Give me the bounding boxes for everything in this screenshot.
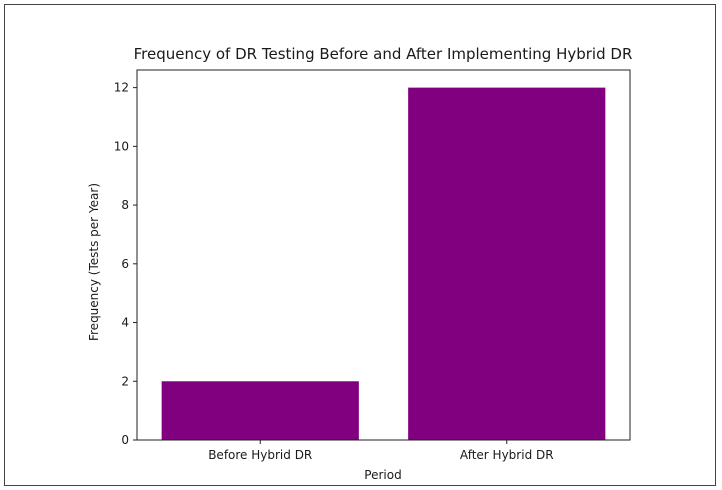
plot-area	[136, 69, 631, 441]
y-tick-label: 6	[121, 257, 129, 271]
y-tick-label: 0	[121, 433, 129, 447]
bar-after-hybrid-dr	[408, 87, 606, 440]
x-tick-label: After Hybrid DR	[460, 448, 554, 462]
x-axis-ticks: Before Hybrid DR After Hybrid DR	[208, 440, 554, 462]
y-axis-label: Frequency (Tests per Year)	[87, 183, 101, 341]
x-tick-label: Before Hybrid DR	[208, 448, 312, 462]
y-tick-label: 4	[121, 316, 129, 330]
y-axis-ticks: 0 2 4 6 8 10 12	[114, 81, 137, 447]
figure-frame	[4, 4, 716, 486]
y-tick-label: 2	[121, 374, 129, 388]
y-tick-label: 12	[114, 81, 129, 95]
x-axis-label: Period	[364, 468, 401, 482]
bar-before-hybrid-dr	[161, 381, 359, 440]
plot-border	[136, 69, 631, 441]
y-tick-label: 8	[121, 198, 129, 212]
y-tick-label: 10	[114, 139, 129, 153]
chart-title: Frequency of DR Testing Before and After…	[134, 45, 633, 63]
